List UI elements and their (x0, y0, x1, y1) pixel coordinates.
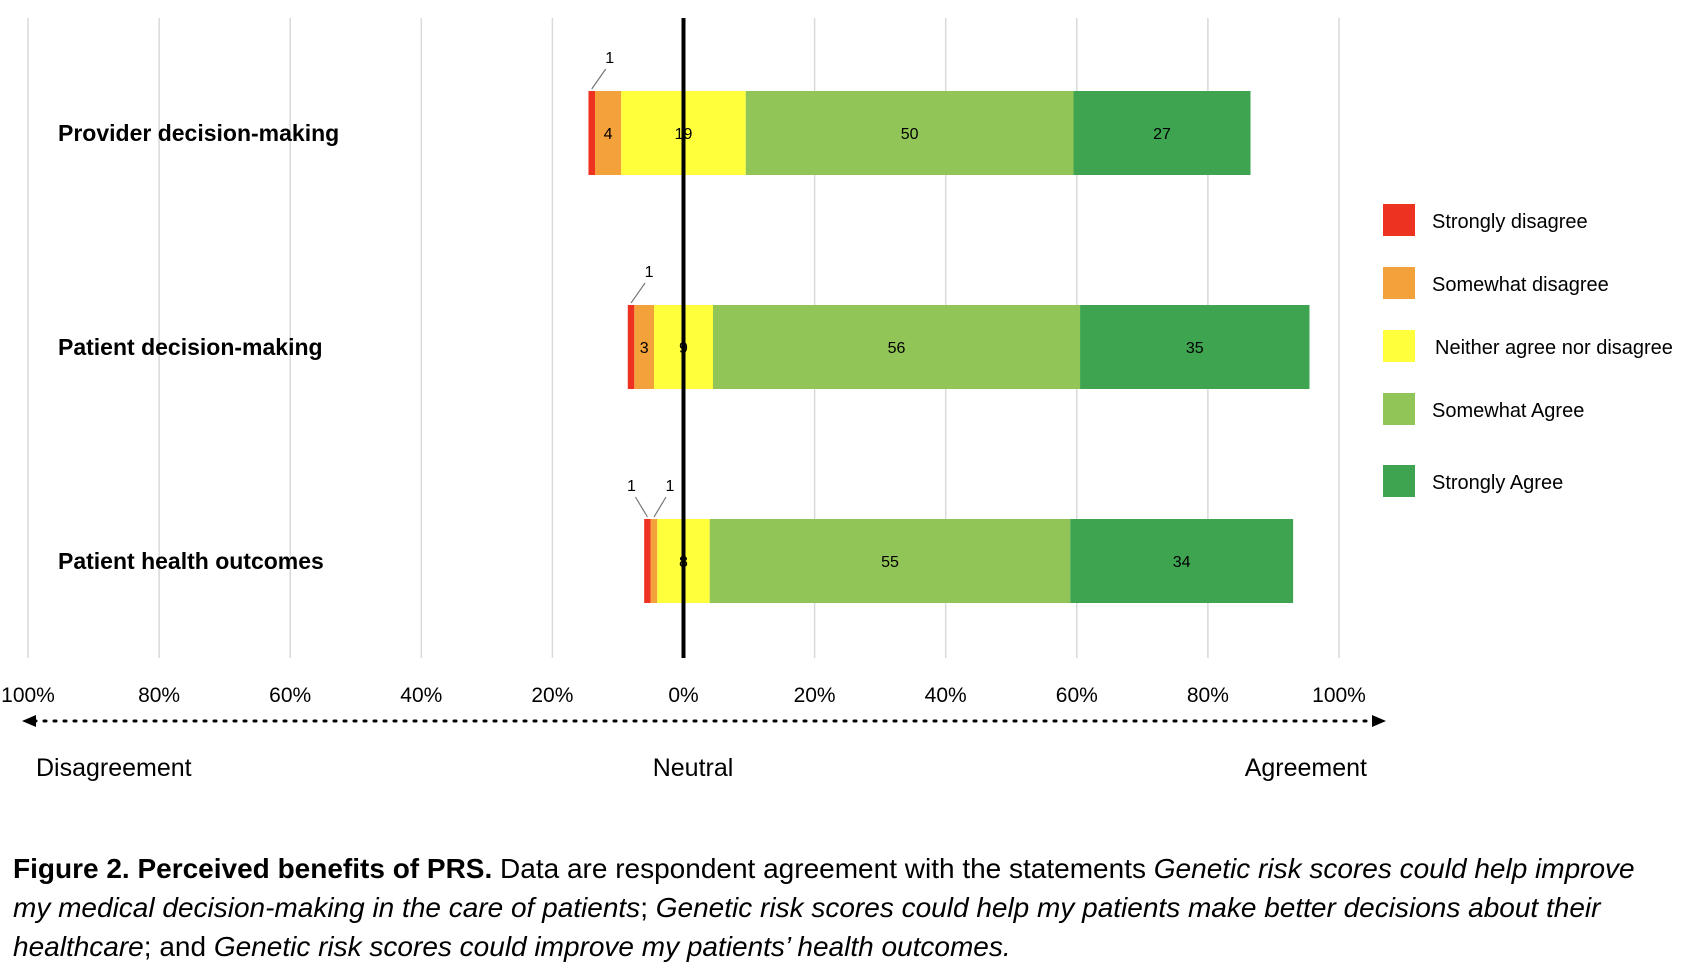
bar-somewhat-agree-patient-decision-making (712, 305, 1081, 389)
bar-strongly-disagree-provider-decision-making (588, 91, 596, 175)
caption-title: Figure 2. Perceived benefits of PRS. (13, 853, 493, 884)
legend-swatch-somewhat-disagree (1383, 267, 1415, 299)
leader-line (653, 496, 667, 518)
legend-swatch-somewhat-agree (1383, 393, 1415, 425)
category-label: Patient decision-making (58, 334, 323, 360)
category-label: Patient health outcomes (58, 548, 324, 574)
x-tick-label: 40% (925, 684, 967, 707)
bar-value-label: 50 (901, 126, 919, 143)
bar-value-label: 55 (881, 554, 899, 571)
bar-value-label: 1 (627, 478, 636, 495)
category-label: Provider decision-making (58, 120, 339, 146)
x-tick-label: 60% (269, 684, 311, 707)
bar-somewhat-agree-patient-health-outcomes (709, 519, 1071, 603)
caption-text-3: ; and (143, 931, 214, 962)
bar-strongly-disagree-patient-health-outcomes (644, 519, 651, 603)
figure-caption: Figure 2. Perceived benefits of PRS. Dat… (13, 849, 1673, 966)
x-tick-label: 100% (1, 684, 55, 707)
bar-value-label: 3 (640, 340, 649, 357)
bar-value-label: 34 (1173, 554, 1191, 571)
x-tick-label: 20% (794, 684, 836, 707)
bar-somewhat-disagree-patient-health-outcomes (650, 519, 658, 603)
legend-label-somewhat-agree: Somewhat Agree (1432, 400, 1584, 422)
bar-strongly-agree-patient-decision-making (1080, 305, 1310, 389)
leader-line (630, 282, 646, 304)
bar-value-label: 1 (605, 50, 614, 67)
axis-label-agreement: Agreement (1245, 754, 1367, 782)
legend-swatch-neither-agree-nor-disagree (1383, 330, 1415, 362)
bar-value-label: 27 (1153, 126, 1171, 143)
bar-somewhat-agree-provider-decision-making (745, 91, 1074, 175)
legend-swatch-strongly-agree (1383, 465, 1415, 497)
diverging-bar-chart: 41950271Provider decision-making3956351P… (1, 18, 1673, 782)
caption-statement-2: Genetic risk scores could help my patien… (13, 892, 1601, 962)
x-tick-label: 100% (1312, 684, 1366, 707)
bar-value-label: 35 (1186, 340, 1204, 357)
legend-swatch-strongly-disagree (1383, 204, 1415, 236)
x-tick-label: 80% (1187, 684, 1229, 707)
x-tick-label: 20% (531, 684, 573, 707)
arrow-left-icon (22, 715, 36, 727)
legend-label-neither-agree-nor-disagree: Neither agree nor disagree (1435, 337, 1673, 359)
x-tick-label: 80% (138, 684, 180, 707)
bar-value-label: 1 (645, 264, 654, 281)
bar-strongly-agree-patient-health-outcomes (1070, 519, 1294, 603)
bar-somewhat-disagree-patient-decision-making (634, 305, 655, 389)
caption-statement-1: Genetic risk scores could help improve m… (13, 853, 1635, 923)
legend-label-strongly-disagree: Strongly disagree (1432, 211, 1588, 233)
bar-strongly-agree-provider-decision-making (1073, 91, 1251, 175)
caption-text-2: ; (640, 892, 656, 923)
axis-label-neutral: Neutral (653, 754, 734, 782)
x-tick-label: 40% (400, 684, 442, 707)
leader-line (591, 68, 607, 90)
legend-label-somewhat-disagree: Somewhat disagree (1432, 274, 1609, 296)
leader-line (634, 496, 648, 518)
arrow-right-icon (1372, 715, 1386, 727)
caption-statement-3: Genetic risk scores could improve my pat… (213, 931, 1011, 962)
bar-value-label: 4 (604, 126, 613, 143)
bar-somewhat-disagree-provider-decision-making (595, 91, 622, 175)
x-tick-label: 60% (1056, 684, 1098, 707)
bar-value-label: 56 (888, 340, 906, 357)
legend-label-strongly-agree: Strongly Agree (1432, 472, 1563, 494)
bar-strongly-disagree-patient-decision-making (627, 305, 635, 389)
caption-text-1: Data are respondent agreement with the s… (492, 853, 1154, 884)
x-tick-label: 0% (668, 684, 698, 707)
bar-value-label: 1 (666, 478, 675, 495)
axis-label-disagreement: Disagreement (36, 754, 192, 782)
